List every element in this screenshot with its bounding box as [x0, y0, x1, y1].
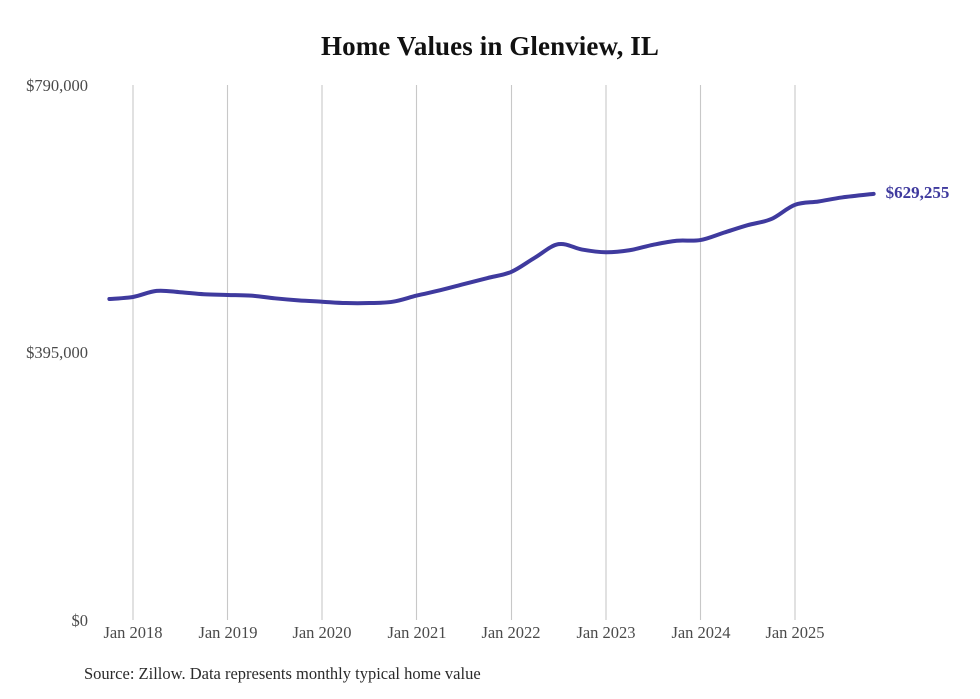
x-axis-tick-label-jan-2025: Jan 2025 — [765, 623, 825, 642]
chart-title: Home Values in Glenview, IL — [321, 31, 659, 61]
y-axis-tick-label-0: $0 — [71, 611, 89, 630]
x-axis-tick-label-jan-2021: Jan 2021 — [387, 623, 447, 642]
end-value-annotation: $629,255 — [885, 182, 950, 202]
data-line-typical-home-value — [107, 191, 876, 306]
vertical-gridlines — [132, 85, 796, 620]
x-axis-tick-label-jan-2018: Jan 2018 — [103, 623, 163, 642]
y-axis-tick-label-790000: $790,000 — [26, 76, 88, 95]
y-axis-tick-label-395000: $395,000 — [26, 343, 88, 362]
x-axis-tick-label-jan-2024: Jan 2024 — [671, 623, 731, 642]
x-axis-tick-label-jan-2023: Jan 2023 — [576, 623, 636, 642]
source-footnote: Source: Zillow. Data represents monthly … — [84, 664, 481, 683]
x-axis-tick-label-jan-2020: Jan 2020 — [292, 623, 352, 642]
x-axis-tick-label-jan-2019: Jan 2019 — [198, 623, 258, 642]
x-axis-tick-label-jan-2022: Jan 2022 — [481, 623, 541, 642]
